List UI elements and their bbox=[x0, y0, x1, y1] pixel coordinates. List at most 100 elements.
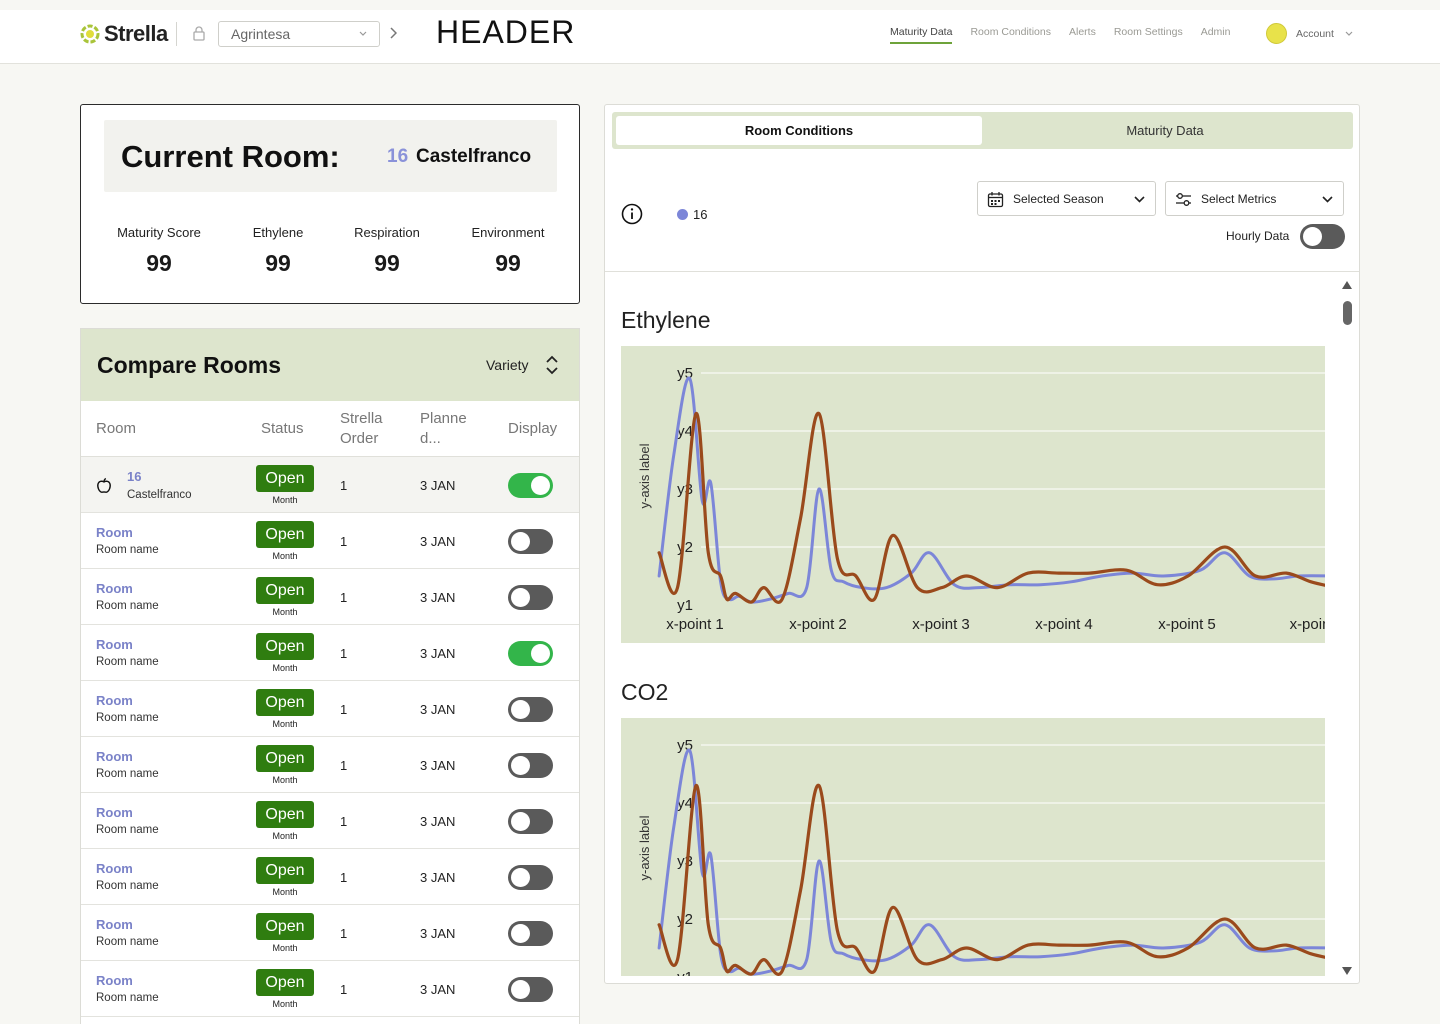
toggle-knob bbox=[511, 588, 530, 607]
room-title[interactable]: Room bbox=[96, 805, 133, 820]
display-toggle[interactable] bbox=[508, 473, 553, 498]
room-title[interactable]: Room bbox=[96, 693, 133, 708]
planned-date: 3 JAN bbox=[420, 590, 456, 605]
column-header-room[interactable]: Room bbox=[96, 420, 137, 437]
table-row[interactable]: Room Room name Open Month 1 3 JAN bbox=[81, 905, 579, 961]
room-name: Room name bbox=[96, 712, 159, 724]
strella-order: 1 bbox=[340, 982, 348, 997]
room-title[interactable]: Room bbox=[96, 749, 133, 764]
room-name: Room name bbox=[96, 880, 159, 892]
table-row[interactable]: Room Room name Open Month 1 3 JAN bbox=[81, 625, 579, 681]
display-toggle[interactable] bbox=[508, 753, 553, 778]
y-axis-label: y-axis label bbox=[637, 443, 652, 508]
sort-label[interactable]: Variety bbox=[486, 357, 529, 373]
display-toggle[interactable] bbox=[508, 641, 553, 666]
company-select[interactable]: Agrintesa bbox=[218, 21, 380, 47]
apple-icon bbox=[97, 477, 111, 493]
tab-room-conditions[interactable]: Room Conditions bbox=[616, 116, 982, 145]
account-menu[interactable]: Account bbox=[1266, 23, 1353, 44]
scroll-up-arrow-icon[interactable] bbox=[1342, 281, 1352, 289]
room-title[interactable]: Room bbox=[96, 861, 133, 876]
table-row[interactable]: Room Room name Open Month 1 3 JAN bbox=[81, 681, 579, 737]
column-header-planned[interactable]: Planne d... bbox=[420, 410, 467, 447]
metric-label: Ethylene bbox=[252, 225, 304, 240]
panel-divider bbox=[605, 271, 1359, 272]
room-title[interactable]: Room bbox=[96, 917, 133, 932]
hourly-data-toggle[interactable] bbox=[1300, 224, 1345, 249]
status-period: Month bbox=[272, 943, 298, 953]
scrollbar-thumb[interactable] bbox=[1343, 301, 1352, 325]
display-toggle[interactable] bbox=[508, 921, 553, 946]
nav-room-settings[interactable]: Room Settings bbox=[1113, 26, 1183, 38]
display-toggle[interactable] bbox=[508, 697, 553, 722]
metrics-dropdown-label: Select Metrics bbox=[1201, 192, 1277, 206]
display-toggle[interactable] bbox=[508, 585, 553, 610]
planned-date: 3 JAN bbox=[420, 870, 456, 885]
metric-label: Environment bbox=[471, 225, 545, 240]
toggle-knob bbox=[511, 812, 530, 831]
column-header-status[interactable]: Status bbox=[261, 420, 304, 437]
nav-admin[interactable]: Admin bbox=[1200, 26, 1231, 38]
status-badge: Open bbox=[256, 857, 314, 884]
scroll-down-arrow-icon[interactable] bbox=[1342, 967, 1352, 975]
status-badge: Open bbox=[256, 577, 314, 604]
room-name: Room name bbox=[96, 824, 159, 836]
strella-order: 1 bbox=[340, 870, 348, 885]
chevron-down-icon bbox=[1134, 196, 1145, 203]
room-title[interactable]: Room bbox=[96, 973, 133, 988]
display-toggle[interactable] bbox=[508, 529, 553, 554]
nav-alerts[interactable]: Alerts bbox=[1068, 26, 1096, 38]
strella-logo[interactable]: Strella bbox=[80, 21, 168, 47]
table-row[interactable]: Room Room name Open Month 1 3 JAN bbox=[81, 513, 579, 569]
table-row[interactable]: Room Room name Open Month 1 3 JAN bbox=[81, 849, 579, 905]
metrics-dropdown[interactable]: Select Metrics bbox=[1165, 181, 1344, 216]
status-period: Month bbox=[272, 551, 298, 561]
toggle-knob bbox=[1303, 227, 1322, 246]
display-toggle[interactable] bbox=[508, 809, 553, 834]
top-nav: Maturity Data Room Conditions Alerts Roo… bbox=[890, 26, 1248, 44]
table-row[interactable]: Room Room name Open Month 1 3 JAN bbox=[81, 793, 579, 849]
planned-date: 3 JAN bbox=[420, 926, 456, 941]
column-header-strella-order[interactable]: Strella Order bbox=[340, 410, 383, 447]
series-line-room-16 bbox=[657, 376, 1325, 604]
nav-room-conditions[interactable]: Room Conditions bbox=[970, 26, 1051, 38]
chevron-right-icon bbox=[390, 27, 397, 39]
series-line-compare bbox=[657, 411, 1325, 604]
room-title[interactable]: Room bbox=[96, 637, 133, 652]
status-badge: Open bbox=[256, 465, 314, 492]
status-period: Month bbox=[272, 887, 298, 897]
logo-text: Strella bbox=[104, 21, 168, 46]
status-badge: Open bbox=[256, 969, 314, 996]
status-period: Month bbox=[272, 663, 298, 673]
current-room-header: Current Room: 16 Castelfranco bbox=[104, 120, 557, 192]
table-row[interactable]: Room Room name Open Month 1 3 JAN bbox=[81, 737, 579, 793]
display-toggle[interactable] bbox=[508, 865, 553, 890]
account-label: Account bbox=[1296, 27, 1334, 40]
room-charts-panel: Room Conditions Maturity Data 16 Selecte… bbox=[604, 104, 1360, 984]
column-header-display[interactable]: Display bbox=[508, 420, 558, 437]
tab-maturity-data[interactable]: Maturity Data bbox=[1126, 123, 1204, 138]
compare-rooms-title: Compare Rooms bbox=[97, 352, 282, 378]
series-line-room-16 bbox=[657, 748, 1325, 976]
metric-respiration: Respiration 99 bbox=[343, 225, 431, 277]
status-period: Month bbox=[272, 775, 298, 785]
display-toggle[interactable] bbox=[508, 977, 553, 1002]
chevron-down-icon bbox=[1345, 31, 1353, 36]
room-title[interactable]: Room bbox=[96, 525, 133, 540]
y-tick-label: y4 bbox=[677, 795, 693, 812]
room-title[interactable]: 16 bbox=[127, 469, 142, 484]
planned-date: 3 JAN bbox=[420, 534, 456, 549]
table-row[interactable]: Room Room name Open Month 1 3 JAN bbox=[81, 961, 579, 1017]
y-tick-label: y1 bbox=[677, 969, 693, 976]
table-row[interactable]: 16 Castelfranco Open Month 1 3 JAN bbox=[81, 457, 579, 513]
toggle-knob bbox=[511, 868, 530, 887]
room-title[interactable]: Room bbox=[96, 581, 133, 596]
x-tick-label: x-poin bbox=[1290, 616, 1325, 633]
nav-maturity-data[interactable]: Maturity Data bbox=[890, 26, 953, 44]
season-dropdown[interactable]: Selected Season bbox=[977, 181, 1156, 216]
table-row[interactable]: Room Room name Open Month 1 3 JAN bbox=[81, 569, 579, 625]
info-icon[interactable] bbox=[621, 203, 643, 225]
strella-logo-icon bbox=[80, 24, 100, 44]
sort-icon[interactable] bbox=[545, 354, 559, 376]
